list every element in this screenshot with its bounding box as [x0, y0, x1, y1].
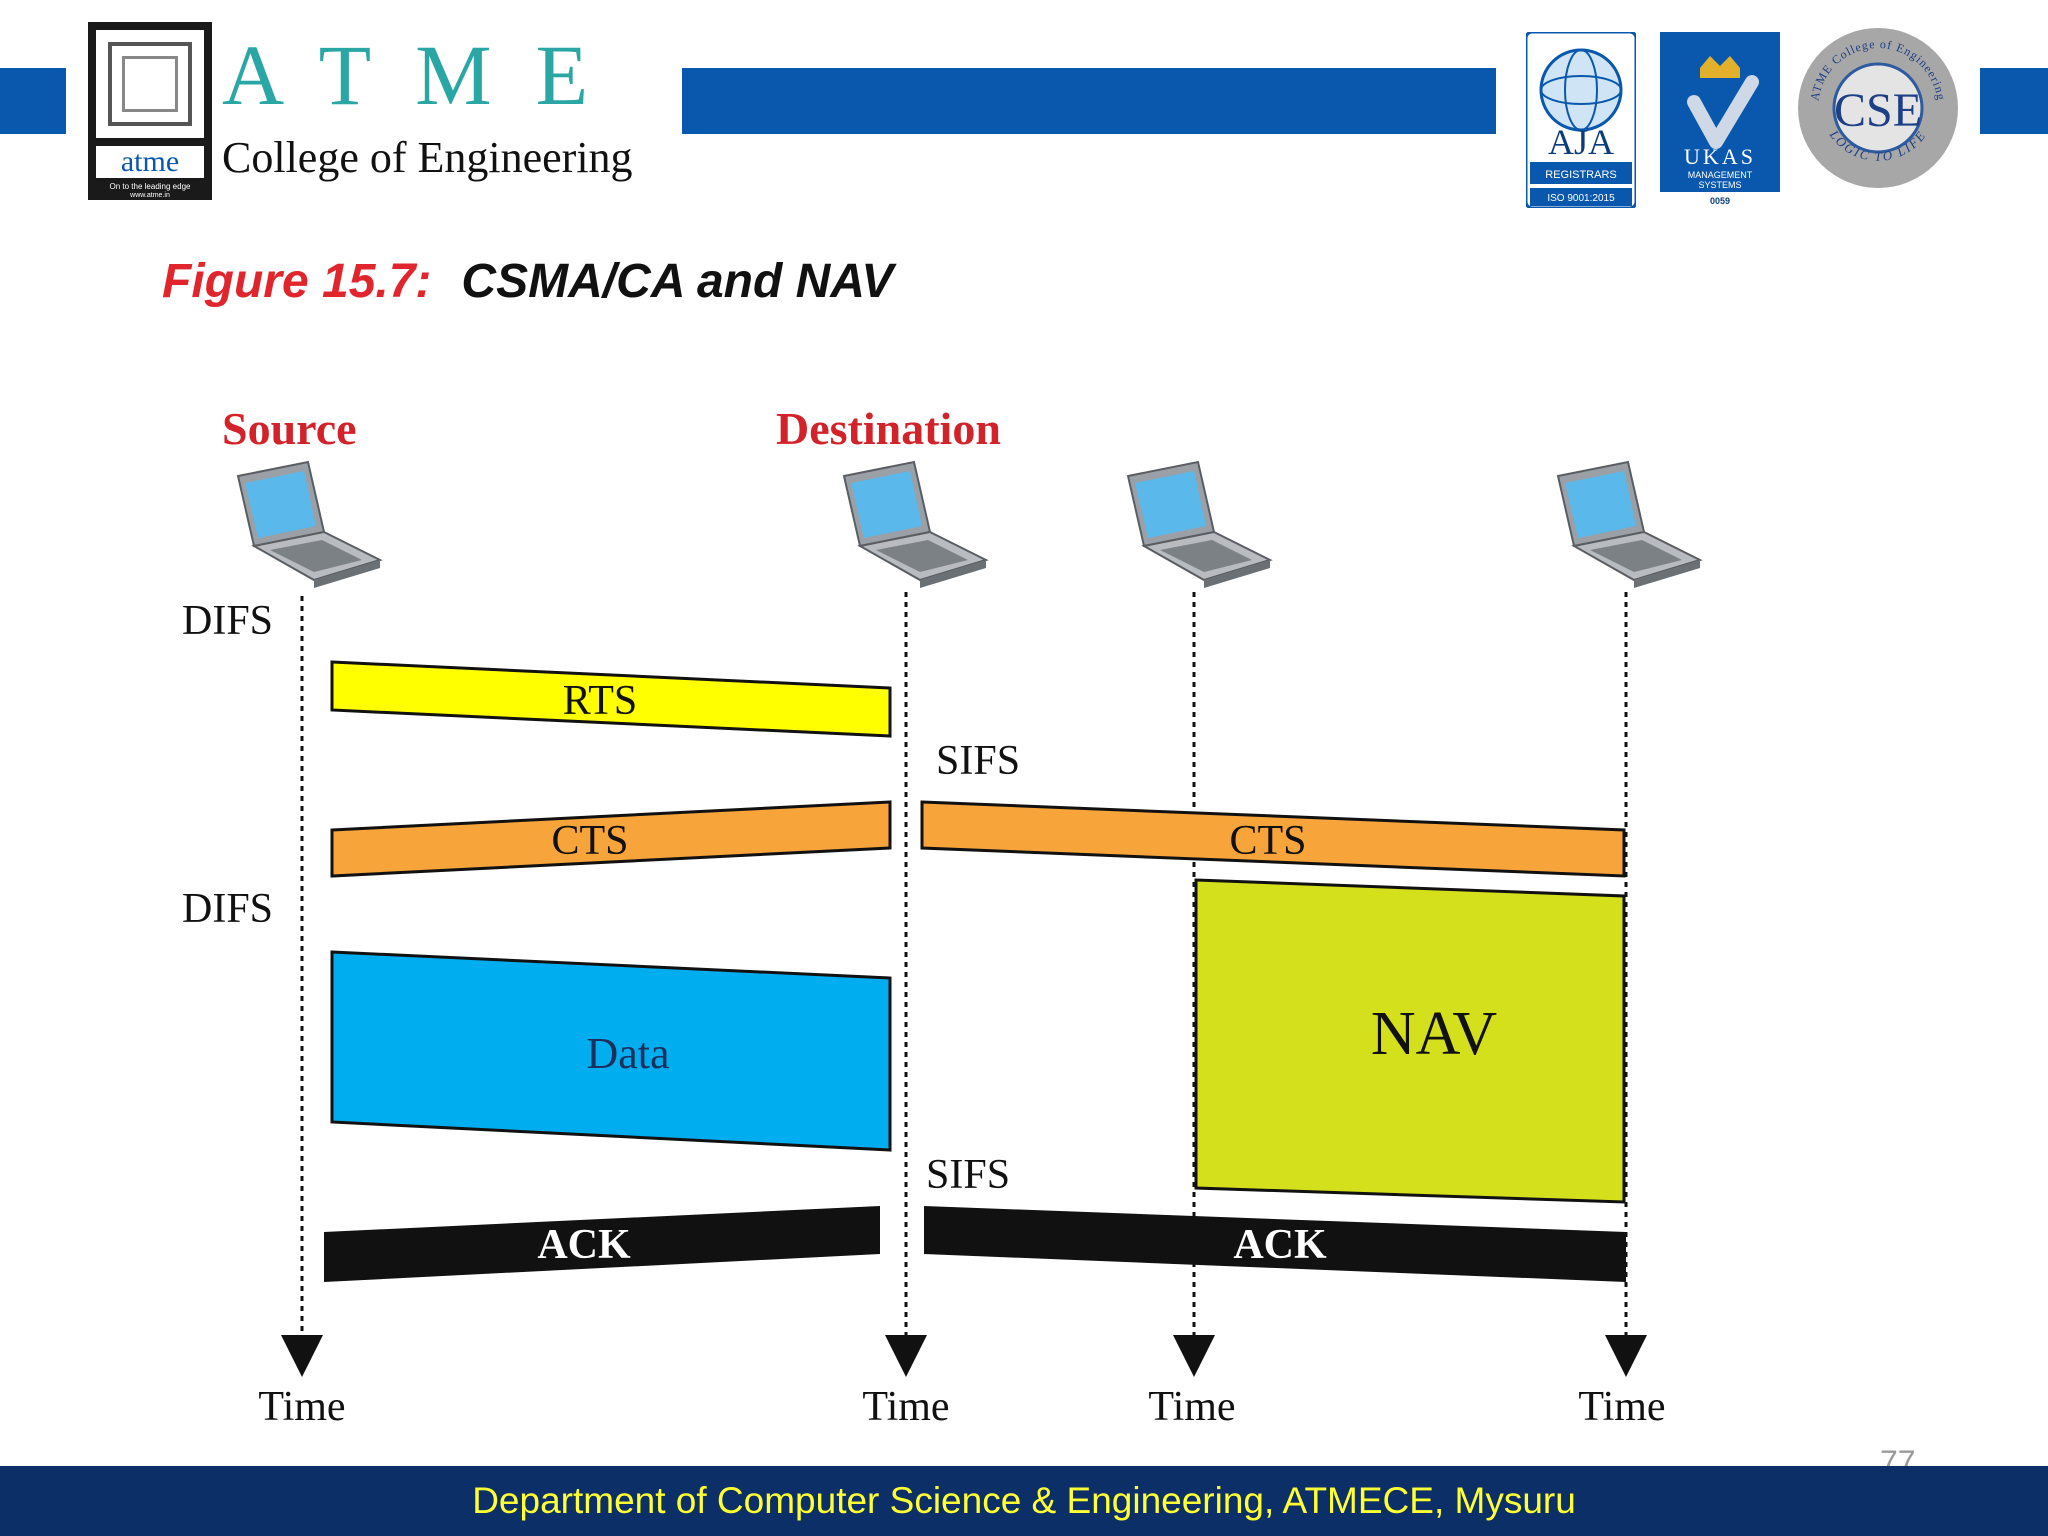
- ack-frame-source: [324, 1206, 880, 1282]
- ukas-sub1: MANAGEMENT: [1688, 170, 1753, 180]
- logo-square-inner: [122, 56, 178, 112]
- cse-label: CSE: [1834, 84, 1922, 137]
- figure-title: Figure 15.7: CSMA/CA and NAV: [162, 254, 893, 309]
- time-label-station-3: Time: [1148, 1384, 1235, 1430]
- laptop-icon: [237, 461, 381, 589]
- logo-square-outer: [108, 42, 192, 126]
- ack-label-destination: ACK: [1233, 1222, 1327, 1268]
- rts-label: RTS: [563, 678, 638, 724]
- difs-label-1: DIFS: [182, 598, 273, 644]
- time-label-source: Time: [258, 1384, 345, 1430]
- ack-frame-destination: [924, 1206, 1626, 1282]
- sifs-label-1: SIFS: [936, 738, 1020, 784]
- cse-department-seal: CSE ATME College of Engineering LOGIC TO…: [1798, 28, 1958, 188]
- logo-word: atme: [96, 146, 204, 178]
- cts-frame-broadcast: [920, 800, 1626, 878]
- aja-sub: REGISTRARS: [1545, 169, 1617, 181]
- logo-emblem: [96, 30, 204, 138]
- sifs-label-2: SIFS: [926, 1152, 1010, 1198]
- nav-label: NAV: [1371, 1000, 1498, 1068]
- ack-label-source: ACK: [537, 1222, 631, 1268]
- cts-label-broadcast: CTS: [1229, 818, 1306, 864]
- data-frame: [330, 950, 892, 1152]
- difs-label-2: DIFS: [182, 886, 273, 932]
- laptop-icon: [1557, 461, 1701, 589]
- source-label: Source: [222, 403, 357, 454]
- time-label-destination: Time: [862, 1384, 949, 1430]
- ukas-certification-badge: UKAS MANAGEMENT SYSTEMS 0059: [1660, 32, 1780, 206]
- cts-frame-source: [330, 800, 892, 878]
- footer-bar: Department of Computer Science & Enginee…: [0, 1466, 2048, 1536]
- rts-frame: [330, 660, 892, 738]
- checkmark-icon: [1687, 75, 1759, 149]
- header-band-right: [1980, 68, 2048, 134]
- destination-label: Destination: [776, 403, 1001, 454]
- crown-icon: [1700, 56, 1740, 78]
- logo-url: www.atme.in: [130, 192, 170, 199]
- csma-ca-nav-diagram: Source Destination DIFS DIFS SIFS SIFS R…: [182, 403, 1701, 1430]
- ukas-code: 0059: [1710, 196, 1730, 206]
- ukas-label: UKAS: [1684, 144, 1756, 169]
- laptop-icon: [1127, 461, 1271, 589]
- laptop-icon: [843, 461, 987, 589]
- ukas-sub2: SYSTEMS: [1698, 180, 1741, 190]
- atme-logo: atme On to the leading edge www.atme.in: [88, 22, 212, 200]
- time-label-station-4: Time: [1578, 1384, 1665, 1430]
- footer-text: Department of Computer Science & Enginee…: [472, 1480, 1576, 1521]
- aja-certification-badge: AJA REGISTRARS ISO 9001:2015: [1526, 32, 1636, 208]
- data-label: Data: [586, 1029, 669, 1078]
- logo-tagline: On to the leading edge: [109, 182, 191, 191]
- header-band-left: [0, 68, 66, 134]
- brand-letters: ATME: [222, 27, 633, 123]
- nav-block: [1194, 878, 1626, 1204]
- figure-caption: CSMA/CA and NAV: [461, 255, 894, 308]
- aja-iso: ISO 9001:2015: [1547, 193, 1615, 204]
- cts-label-source: CTS: [551, 818, 628, 864]
- header-band-center: [682, 68, 1496, 134]
- figure-label: Figure 15.7:: [162, 255, 432, 308]
- college-name: College of Engineering: [222, 133, 633, 182]
- aja-label: AJA: [1548, 122, 1614, 162]
